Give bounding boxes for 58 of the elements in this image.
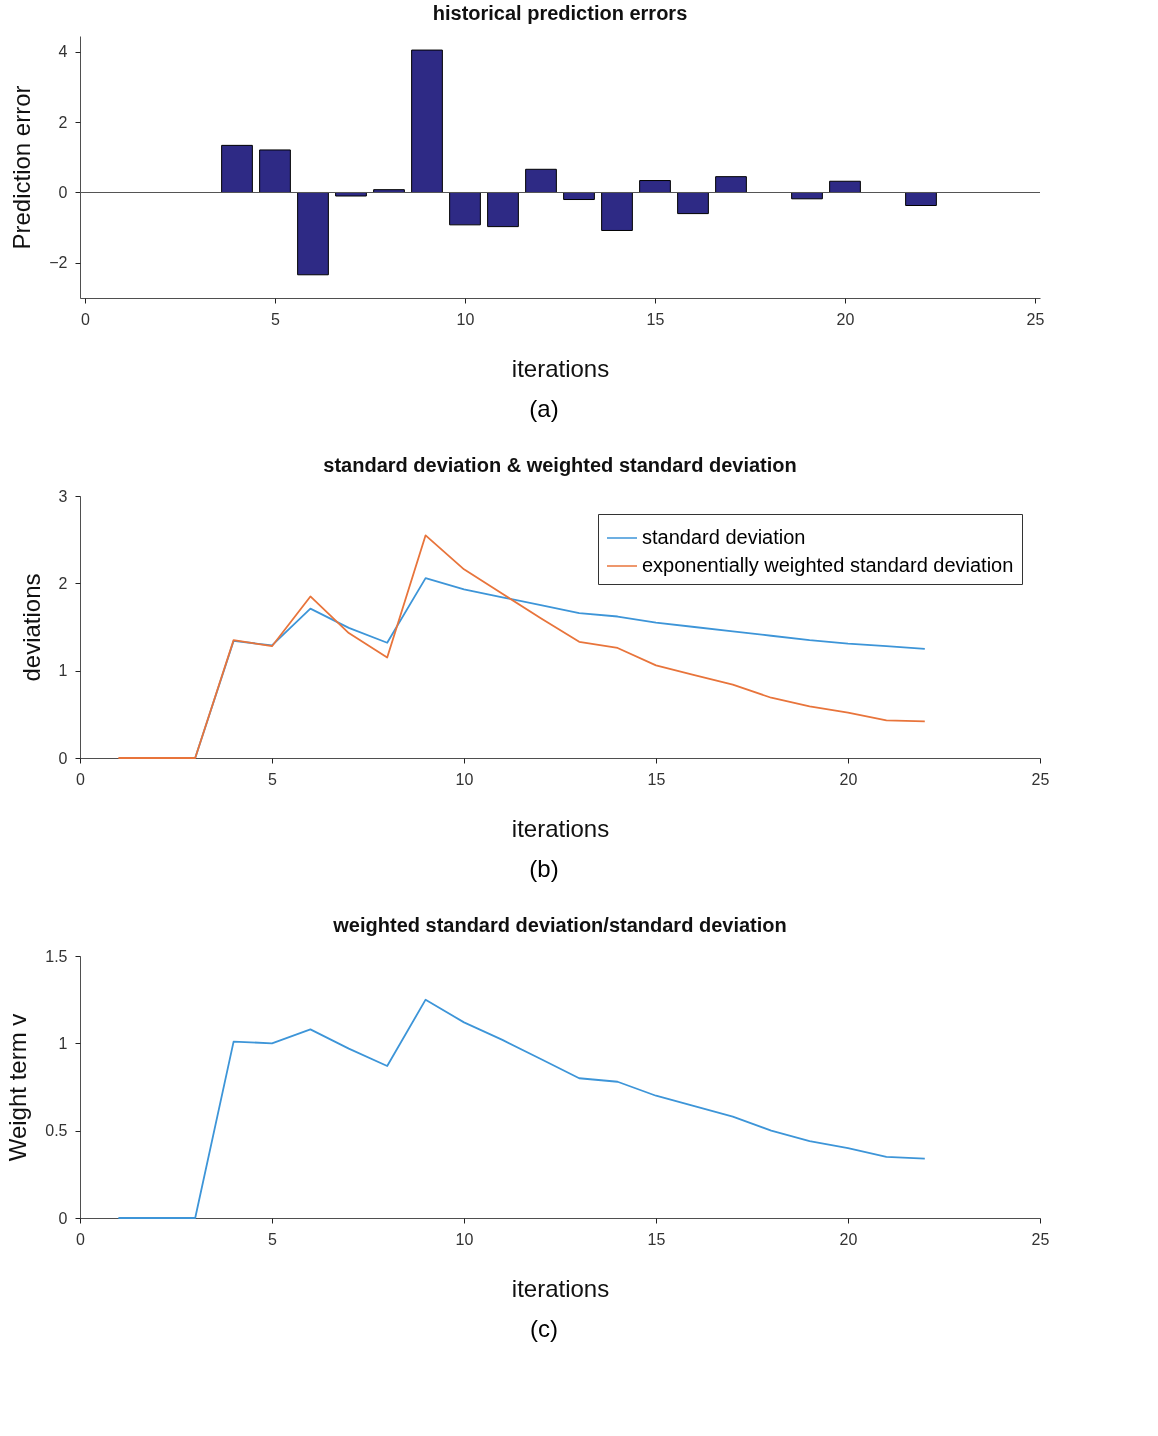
bar [411,49,443,193]
y-axis-title: deviations [17,573,45,682]
bar [715,176,747,193]
bar [829,180,861,193]
text: (a) [529,395,559,422]
x-tick-label: 10 [455,770,474,788]
x-tick-label: 20 [839,1230,858,1248]
bar [487,192,519,228]
x-axis-title: iterations [511,814,610,842]
x-tick-label: 20 [839,770,858,788]
x-tick-label: 5 [268,1230,278,1248]
text: (c) [530,1315,558,1342]
y-axis-title: Weight term v [4,1013,32,1162]
y-tick-label: 1.5 [45,947,68,965]
y-tick-label: 1 [58,1034,68,1052]
x-tick-label: 25 [1026,310,1045,328]
x-tick-label: 15 [646,310,665,328]
chart-title: standard deviation & weighted standard deviation [323,454,797,476]
x-tick-label: 0 [76,1230,86,1248]
bar [677,192,709,215]
bar [639,180,671,193]
x-axis-title: iterations [511,1274,610,1302]
bar [259,149,291,193]
y-tick-label: 1 [58,662,68,680]
x-tick-label: 20 [836,310,855,328]
x-tick-label: 0 [76,770,86,788]
x-axis-title: iterations [511,354,610,382]
x-tick-label: 25 [1031,1230,1050,1248]
line-series [117,998,926,1219]
text: (b) [529,855,559,882]
x-tick-label: 15 [647,770,666,788]
legend-label: standard deviation [642,526,806,548]
chart-title: historical prediction errors [432,2,688,24]
y-tick-label: −2 [49,254,68,272]
bar [221,144,253,193]
bar [525,168,557,193]
y-tick-label: 0 [58,749,68,767]
x-tick-label: 5 [271,310,281,328]
x-tick-label: 25 [1031,770,1050,788]
x-tick-label: 15 [647,1230,666,1248]
bar [449,192,481,226]
legend-label: exponentially weighted standard deviation [642,554,1014,576]
y-tick-label: 4 [58,43,68,61]
y-tick-label: 0.5 [45,1122,68,1140]
y-tick-label: 0 [58,184,68,201]
x-tick-label: 10 [456,310,475,328]
y-tick-label: 3 [58,487,68,505]
x-tick-label: 0 [81,310,91,328]
bar [297,192,329,276]
y-tick-label: 2 [58,574,68,592]
x-tick-label: 5 [268,770,278,788]
chart-title: weighted standard deviation/standard deviation [332,914,787,936]
x-tick-label: 10 [455,1230,474,1248]
bar [601,192,633,231]
y-axis-title: Prediction error [8,85,36,250]
bar [905,192,937,207]
y-tick-label: 0 [58,1209,68,1227]
y-tick-label: 2 [58,113,68,131]
